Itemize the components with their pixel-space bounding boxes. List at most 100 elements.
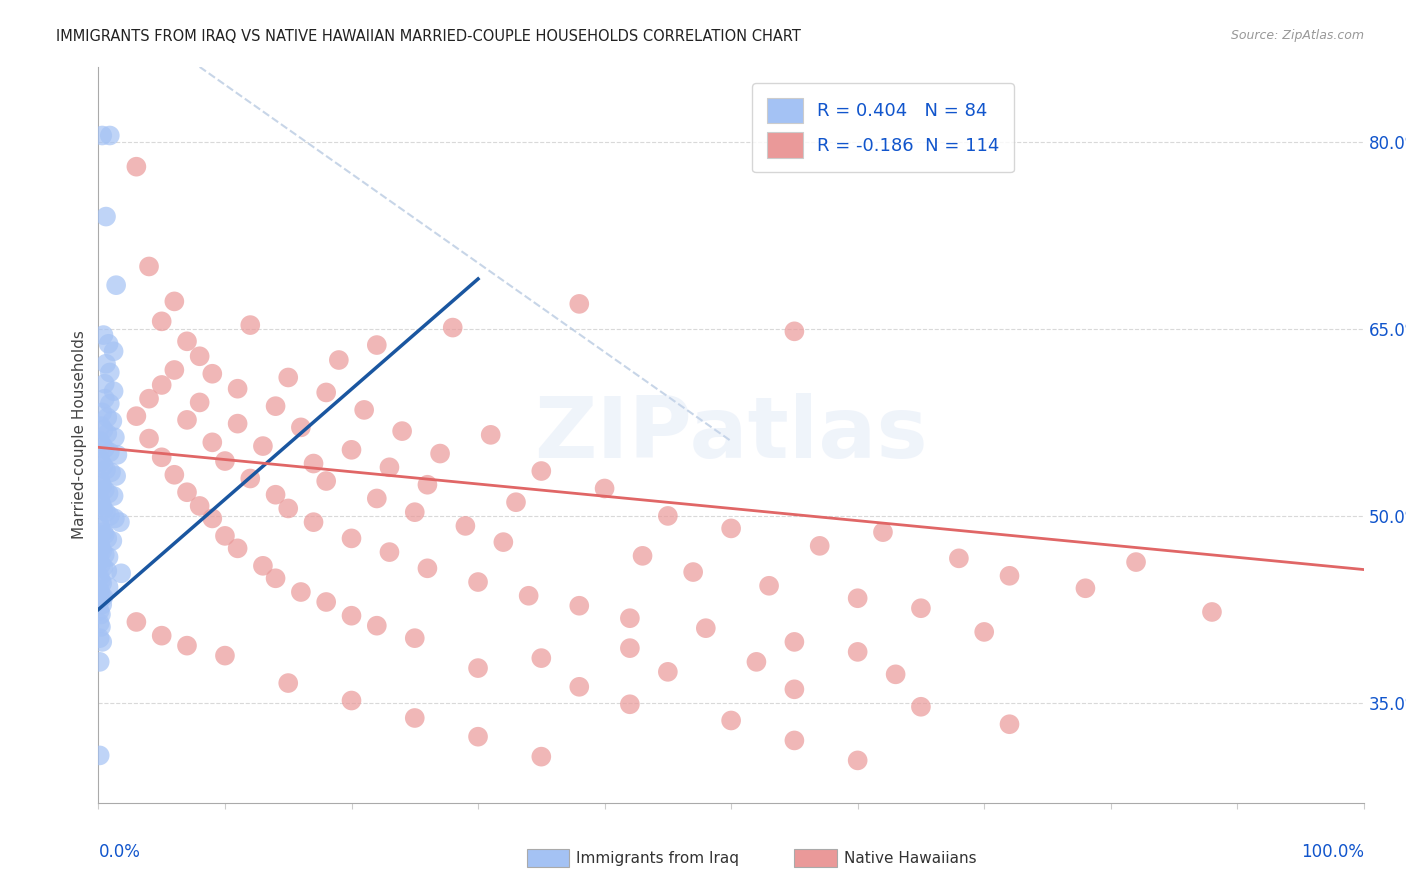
Point <box>90 541 112 556</box>
Point <box>239 318 262 332</box>
Point <box>100 465 122 479</box>
Point <box>884 667 907 681</box>
Point <box>1074 581 1097 595</box>
Point <box>91 128 114 143</box>
Point <box>302 457 325 471</box>
Point <box>492 535 515 549</box>
Point <box>150 314 173 328</box>
Point <box>91 438 114 452</box>
Text: Source: ZipAtlas.com: Source: ZipAtlas.com <box>1230 29 1364 42</box>
Point <box>98 445 121 459</box>
Point <box>93 458 115 473</box>
Point <box>105 278 128 293</box>
Point <box>239 471 262 485</box>
Point <box>1125 555 1147 569</box>
Point <box>404 711 426 725</box>
Point <box>89 570 111 584</box>
Point <box>93 548 117 562</box>
Point <box>93 328 115 343</box>
Point <box>90 476 112 491</box>
Point <box>517 589 540 603</box>
Point <box>846 753 869 767</box>
Point <box>619 641 641 656</box>
Point <box>745 655 768 669</box>
Point <box>89 748 111 763</box>
Point <box>89 492 111 507</box>
Point <box>226 541 249 556</box>
Point <box>391 424 413 438</box>
Point <box>340 532 363 546</box>
Point <box>98 366 121 380</box>
Point <box>97 336 120 351</box>
Point <box>93 442 117 456</box>
Point <box>94 210 117 224</box>
Point <box>107 448 129 462</box>
Point <box>91 576 114 591</box>
Point <box>150 629 173 643</box>
Point <box>94 357 117 371</box>
Point <box>101 533 124 548</box>
Point <box>89 631 111 645</box>
Point <box>441 320 464 334</box>
Point <box>948 551 970 566</box>
Point <box>90 607 112 622</box>
Point <box>104 430 127 444</box>
Point <box>201 367 224 381</box>
Point <box>631 549 654 563</box>
Point <box>429 446 451 460</box>
Point <box>214 529 236 543</box>
Point <box>682 565 704 579</box>
Point <box>104 511 127 525</box>
Point <box>125 160 148 174</box>
Point <box>90 455 112 469</box>
Point <box>93 560 115 574</box>
Point <box>98 508 121 523</box>
Point <box>290 585 312 599</box>
Point <box>188 349 211 363</box>
Point <box>138 260 160 274</box>
Point <box>91 405 114 419</box>
Text: 100.0%: 100.0% <box>1301 843 1364 862</box>
Point <box>90 620 112 634</box>
Point <box>366 491 388 506</box>
Point <box>416 477 439 491</box>
Legend: R = 0.404   N = 84, R = -0.186  N = 114: R = 0.404 N = 84, R = -0.186 N = 114 <box>752 83 1014 172</box>
Point <box>783 733 806 747</box>
Point <box>201 511 224 525</box>
Point <box>96 410 118 425</box>
Point <box>96 564 118 578</box>
Point <box>105 469 128 483</box>
Point <box>290 420 312 434</box>
Point <box>568 680 591 694</box>
Point <box>96 532 118 546</box>
Point <box>176 639 198 653</box>
Point <box>530 749 553 764</box>
Point <box>90 587 112 601</box>
Point <box>163 294 186 309</box>
Point <box>505 495 527 509</box>
Point <box>720 521 742 535</box>
Point <box>467 574 489 589</box>
Point <box>214 454 236 468</box>
Point <box>97 486 120 500</box>
Point <box>973 624 995 639</box>
Point <box>93 423 115 437</box>
Text: Native Hawaiians: Native Hawaiians <box>844 851 976 865</box>
Point <box>138 392 160 406</box>
Point <box>328 353 350 368</box>
Point <box>910 699 932 714</box>
Point <box>530 464 553 478</box>
Point <box>163 363 186 377</box>
Point <box>93 502 115 516</box>
Point <box>188 499 211 513</box>
Point <box>340 608 363 623</box>
Point <box>467 730 489 744</box>
Point <box>103 489 125 503</box>
Point <box>90 521 112 535</box>
Point <box>94 505 117 519</box>
Text: 0.0%: 0.0% <box>98 843 141 862</box>
Point <box>783 635 806 649</box>
Point <box>90 574 112 588</box>
Point <box>90 419 112 434</box>
Point <box>93 527 117 541</box>
